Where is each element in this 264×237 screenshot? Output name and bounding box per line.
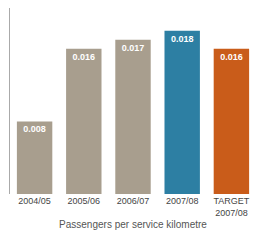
svg-text:0.016: 0.016: [220, 52, 243, 62]
svg-text:0.016: 0.016: [73, 52, 96, 62]
svg-text:2005/06: 2005/06: [68, 196, 101, 206]
svg-text:2004/05: 2004/05: [18, 196, 51, 206]
svg-text:Passengers per service kilomet: Passengers per service kilometre: [59, 219, 207, 230]
svg-text:0.008: 0.008: [23, 124, 46, 134]
svg-text:TARGET2007/08: TARGET2007/08: [213, 196, 249, 218]
svg-text:2006/07: 2006/07: [117, 196, 150, 206]
svg-text:0.018: 0.018: [171, 34, 194, 44]
svg-text:0.017: 0.017: [122, 43, 145, 53]
svg-text:2007/08: 2007/08: [166, 196, 199, 206]
